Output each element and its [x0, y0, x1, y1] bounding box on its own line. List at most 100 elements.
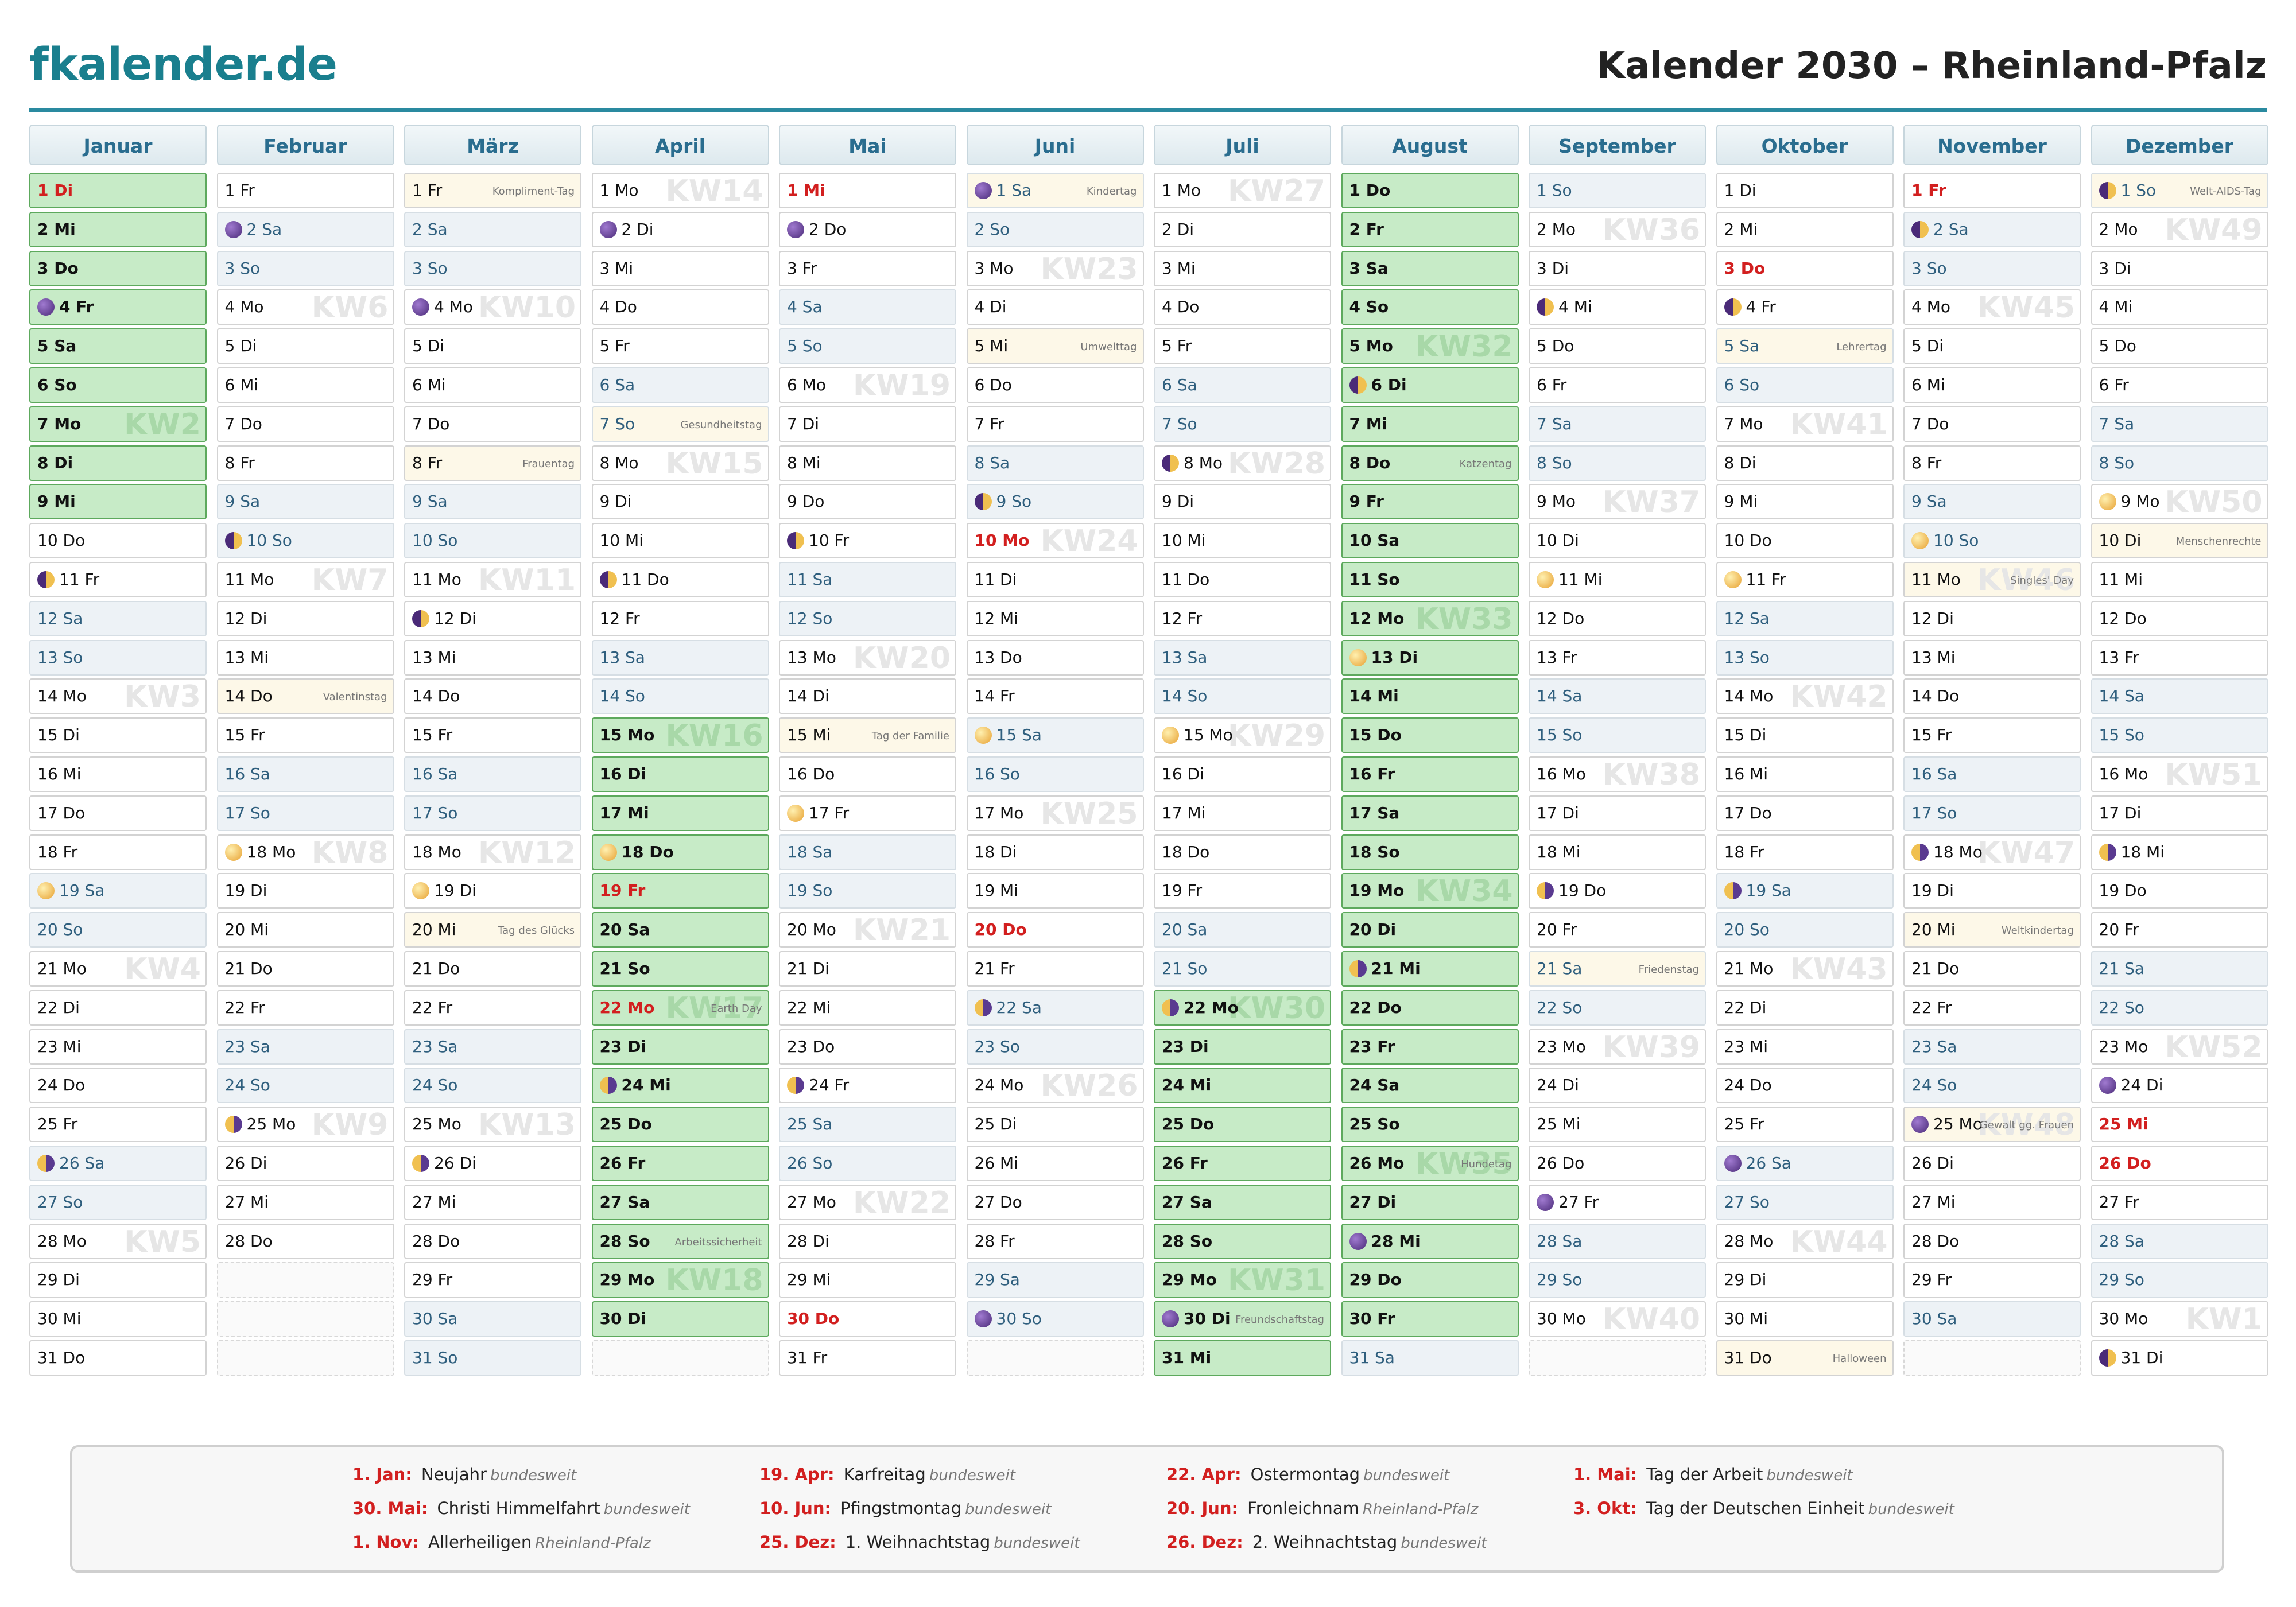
day-label: 8 Di	[1724, 453, 1756, 472]
day-label: 21 Sa	[1537, 959, 1583, 978]
day-cell: 24 Do	[29, 1068, 207, 1104]
day-cell: 7 Sa	[1529, 406, 1706, 442]
day-cell: 19 Do	[2091, 873, 2268, 909]
day-label: 12 Mi	[974, 608, 1018, 628]
day-cell: 14 Mi	[1341, 678, 1519, 715]
day-cell: 20 Mi Tag des Glücks	[404, 912, 581, 948]
day-label: 15 Di	[1724, 725, 1767, 745]
day-label: 13 Sa	[599, 647, 645, 667]
day-cell: KW39 23 Mo	[1529, 1028, 1706, 1065]
day-cell: 29 Do	[1341, 1262, 1519, 1298]
day-cell: 7 Sa	[2091, 406, 2268, 442]
day-cell: 20 So	[29, 912, 207, 948]
day-label: 3 So	[412, 258, 448, 278]
day-label: 23 Di	[1162, 1037, 1209, 1056]
day-cell: 14 Do	[1903, 678, 2081, 715]
day-label: 21 So	[1162, 959, 1208, 978]
day-label: 6 Mi	[412, 375, 446, 394]
day-label: 13 Fr	[1537, 647, 1577, 667]
day-label: 20 Do	[974, 920, 1027, 940]
day-cell: 6 Di	[1341, 367, 1519, 403]
day-cell: 17 Di	[2091, 795, 2268, 831]
day-cell: 12 Fr	[591, 600, 769, 636]
day-cell: 21 Do	[1903, 951, 2081, 987]
day-cell: 19 Mi	[966, 873, 1144, 909]
day-cell: 19 Fr	[1154, 873, 1331, 909]
day-cell: 23 Fr	[1341, 1028, 1519, 1065]
day-label: 19 Fr	[599, 881, 646, 900]
legend-scope: bundesweit	[929, 1467, 1015, 1484]
day-cell: 22 So	[2091, 989, 2268, 1026]
month-header: September	[1529, 125, 1706, 165]
day-cell: KW2 7 Mo	[29, 406, 207, 442]
day-label: 1 Do	[1349, 181, 1391, 200]
day-label: 9 Sa	[412, 492, 448, 511]
day-cell: 18 Fr	[1716, 834, 1894, 870]
day-label: 14 Di	[787, 686, 829, 706]
day-cell: 15 So	[1529, 717, 1706, 754]
day-label: 25 Do	[599, 1115, 652, 1134]
day-cell: 22 Fr	[404, 989, 581, 1026]
day-label: 1 Mi	[787, 181, 825, 200]
legend-name: Tag der Arbeit	[1646, 1465, 1763, 1484]
day-cell: 3 Mi	[1154, 250, 1331, 286]
moon-phase	[412, 1155, 429, 1172]
day-label: 7 Do	[412, 414, 450, 433]
day-label: 27 So	[1724, 1192, 1770, 1212]
day-cell: 2 Sa	[216, 211, 394, 247]
day-label: 5 Sa	[1724, 336, 1760, 356]
day-cell: 15 Fr	[1903, 717, 2081, 754]
day-label: 13 Mi	[1911, 647, 1956, 667]
day-label: 12 Di	[224, 608, 267, 628]
legend-scope: bundesweit	[1766, 1467, 1853, 1484]
day-label: 9 Mo	[2120, 492, 2160, 511]
day-cell: 16 Di	[591, 756, 769, 792]
day-cell: 3 Do	[1716, 250, 1894, 286]
day-cell: 15 Sa	[966, 717, 1144, 754]
day-label: 22 Mi	[787, 997, 831, 1017]
day-label: 5 So	[787, 336, 823, 356]
title: Kalender 2030 – Rheinland-Pfalz	[1596, 45, 2267, 87]
day-label: 11 So	[1349, 570, 1400, 589]
day-cell: 3 Do	[29, 250, 207, 286]
day-cell: 22 Sa	[966, 989, 1144, 1026]
day-label: 27 Di	[1349, 1192, 1397, 1212]
day-cell: 7 Do	[1903, 406, 2081, 442]
day-cell: 29 Fr	[1903, 1262, 2081, 1298]
day-label: 18 Sa	[787, 842, 833, 861]
day-cell: 26 Di	[404, 1146, 581, 1181]
week-number: KW46	[1977, 563, 2075, 597]
day-label: 6 Do	[974, 375, 1012, 394]
day-label: 4 Mi	[2099, 297, 2133, 317]
day-cell: 28 Mi	[1341, 1223, 1519, 1259]
day-label: 30 Fr	[1349, 1309, 1395, 1329]
week-number: KW20	[852, 641, 951, 676]
day-label: 15 Fr	[1911, 725, 1952, 745]
day-cell: KW22 27 Mo	[779, 1184, 956, 1220]
day-cell: 31 Fr	[779, 1340, 956, 1376]
day-label: 6 So	[37, 375, 77, 394]
moon-phase	[599, 220, 617, 238]
day-cell: 3 So	[1903, 250, 2081, 286]
day-cell: 31 Mi	[1154, 1340, 1331, 1376]
legend-date: 22. Apr:	[1166, 1465, 1242, 1484]
day-label: 6 Fr	[2099, 375, 2129, 394]
day-cell: 10 Mi	[591, 523, 769, 559]
day-cell: KW40 30 Mo	[1529, 1301, 1706, 1337]
day-cell: KW36 2 Mo	[1529, 211, 1706, 247]
day-cell: KW16 15 Mo	[591, 717, 769, 754]
day-label: 7 So	[1162, 414, 1197, 433]
day-cell: 23 Sa	[404, 1028, 581, 1065]
day-cell: 26 Do	[2091, 1146, 2268, 1181]
moon-phase	[1162, 1310, 1179, 1328]
week-number: KW1	[2185, 1302, 2263, 1337]
day-cell: 29 Di	[1716, 1262, 1894, 1298]
week-number: KW33	[1415, 601, 1513, 636]
week-number: KW40	[1602, 1302, 1700, 1337]
day-cell: 9 Sa	[216, 484, 394, 520]
day-label: 18 Mi	[1537, 842, 1581, 861]
day-label: 26 Mi	[974, 1154, 1018, 1173]
day-label: 28 Sa	[2099, 1231, 2144, 1251]
moon-phase	[2099, 493, 2116, 511]
day-cell: 24 Di	[2091, 1068, 2268, 1104]
